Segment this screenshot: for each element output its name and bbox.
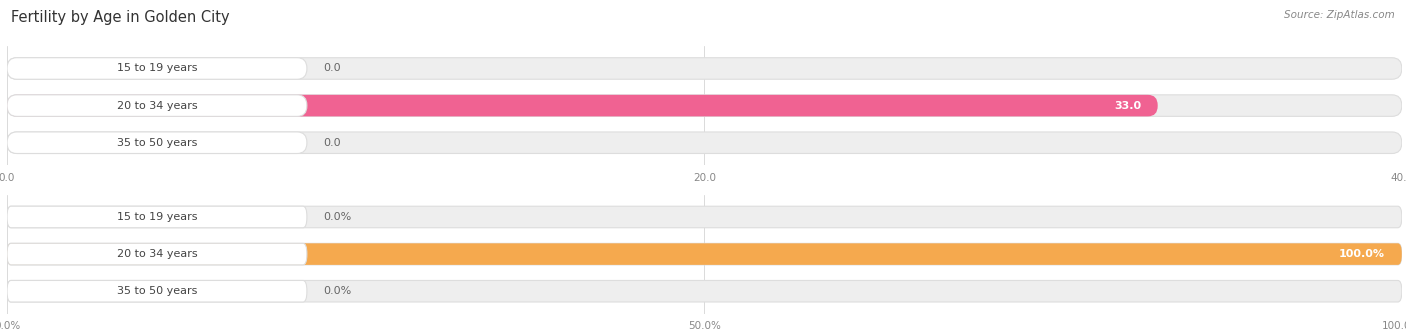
Text: 0.0: 0.0 xyxy=(323,138,342,148)
FancyBboxPatch shape xyxy=(7,95,1402,116)
Text: 20 to 34 years: 20 to 34 years xyxy=(117,101,197,111)
FancyBboxPatch shape xyxy=(7,206,1402,228)
FancyBboxPatch shape xyxy=(7,280,1402,302)
Text: 33.0: 33.0 xyxy=(1114,101,1140,111)
Text: 20 to 34 years: 20 to 34 years xyxy=(117,249,197,259)
FancyBboxPatch shape xyxy=(7,243,1402,265)
Text: 0.0: 0.0 xyxy=(323,63,342,74)
FancyBboxPatch shape xyxy=(7,95,1157,116)
FancyBboxPatch shape xyxy=(7,243,307,265)
Text: Source: ZipAtlas.com: Source: ZipAtlas.com xyxy=(1284,10,1395,20)
Text: 0.0%: 0.0% xyxy=(323,212,352,222)
FancyBboxPatch shape xyxy=(7,132,1402,153)
FancyBboxPatch shape xyxy=(7,95,307,116)
FancyBboxPatch shape xyxy=(7,58,307,79)
FancyBboxPatch shape xyxy=(7,280,307,302)
FancyBboxPatch shape xyxy=(7,243,1402,265)
Text: 15 to 19 years: 15 to 19 years xyxy=(117,63,197,74)
Text: 15 to 19 years: 15 to 19 years xyxy=(117,212,197,222)
Text: 35 to 50 years: 35 to 50 years xyxy=(117,286,197,296)
Text: 0.0%: 0.0% xyxy=(323,286,352,296)
Text: Fertility by Age in Golden City: Fertility by Age in Golden City xyxy=(11,10,229,25)
Text: 35 to 50 years: 35 to 50 years xyxy=(117,138,197,148)
FancyBboxPatch shape xyxy=(7,206,307,228)
FancyBboxPatch shape xyxy=(7,58,1402,79)
Text: 100.0%: 100.0% xyxy=(1339,249,1385,259)
FancyBboxPatch shape xyxy=(7,132,307,153)
